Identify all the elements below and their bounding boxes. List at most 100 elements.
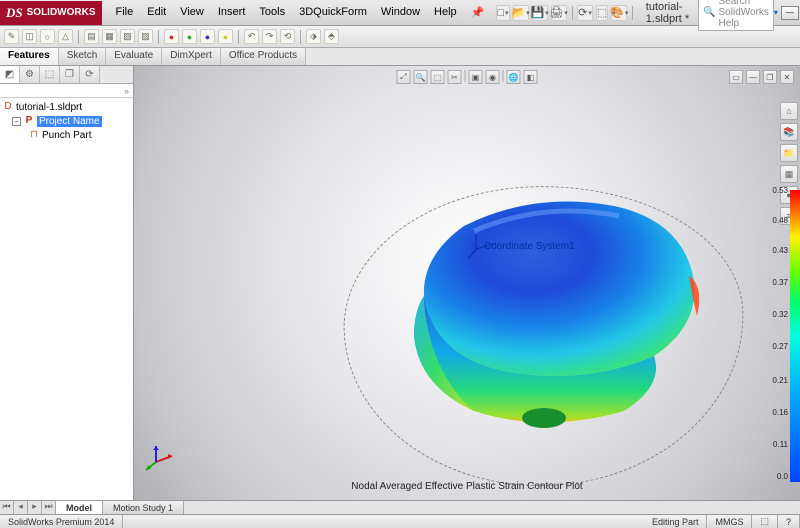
vp-minimize-button[interactable]: —: [746, 70, 760, 84]
sidebar-tab-tree[interactable]: ◩: [0, 66, 20, 83]
tool-icon[interactable]: ⬗: [306, 29, 321, 44]
search-help-input[interactable]: 🔍 Search SolidWorks Help: [698, 0, 774, 31]
menu-3dquickform[interactable]: 3DQuickForm: [293, 4, 373, 21]
bottom-tab-model[interactable]: Model: [56, 501, 103, 514]
tool-icon[interactable]: ▧: [120, 29, 135, 44]
separator: [632, 6, 633, 20]
tool-icon[interactable]: ↶: [244, 29, 259, 44]
viewport[interactable]: ⤢ 🔍 ⬚ ✂ ▣ ◉ 🌐 ◧ ▭ — ❐ ✕ ⌂ 📚 📁 ▦ ● ≡: [134, 66, 800, 500]
legend-tick: 0.0: [768, 472, 788, 481]
tool-icon[interactable]: ●: [218, 29, 233, 44]
legend-gradient-bar: [790, 190, 800, 482]
view-triad[interactable]: [144, 442, 174, 472]
tool-icon[interactable]: ●: [200, 29, 215, 44]
tab-scroll-next[interactable]: ▸: [28, 501, 42, 514]
menu-pin-icon[interactable]: 📌: [465, 4, 491, 21]
app-logo: DS SOLIDWORKS: [0, 1, 102, 25]
window-controls: — ❐ ✕: [778, 6, 800, 20]
tool-icon[interactable]: ▨: [138, 29, 153, 44]
tab-office-products[interactable]: Office Products: [221, 48, 306, 65]
tool-icon[interactable]: ○: [40, 29, 55, 44]
menu-view[interactable]: View: [174, 4, 210, 21]
tab-scroll-prev[interactable]: ◂: [14, 501, 28, 514]
sidebar-tab-prop[interactable]: ⬚: [40, 66, 60, 83]
rail-file-explorer-button[interactable]: 📁: [780, 144, 798, 162]
collapse-icon[interactable]: −: [12, 117, 21, 126]
tab-evaluate[interactable]: Evaluate: [106, 48, 162, 65]
coord-system-label[interactable]: Coordinate System1: [484, 241, 575, 252]
scene-button[interactable]: 🌐: [507, 70, 521, 84]
appearance-button[interactable]: 🎨: [611, 5, 627, 21]
zoom-area-button[interactable]: 🔍: [414, 70, 428, 84]
legend-tick: 0.16: [768, 408, 788, 417]
feature-tree: D tutorial-1.sldprt − P Project Name ⊓ P…: [0, 98, 133, 500]
vp-maximize-button[interactable]: ❐: [763, 70, 777, 84]
status-icon[interactable]: ⬚: [752, 515, 778, 528]
menu-window[interactable]: Window: [375, 4, 426, 21]
hide-show-button[interactable]: ◉: [486, 70, 500, 84]
vp-dock-button[interactable]: ▭: [729, 70, 743, 84]
view-orient-button[interactable]: ◧: [524, 70, 538, 84]
menu-edit[interactable]: Edit: [141, 4, 172, 21]
tree-project-label: Project Name: [37, 116, 102, 127]
open-doc-button[interactable]: 📂: [513, 5, 529, 21]
tab-scroll-last[interactable]: ⏭: [42, 501, 56, 514]
legend-tick: 0.48: [768, 216, 788, 225]
tool-icon[interactable]: △: [58, 29, 73, 44]
model-shape[interactable]: [394, 186, 714, 436]
color-legend: 0.53 0.48 0.43 0.37 0.32 0.27 0.21 0.16 …: [766, 186, 800, 486]
expand-icon[interactable]: »: [124, 86, 129, 96]
rebuild-button[interactable]: ⟳: [577, 5, 593, 21]
tree-root-row[interactable]: D tutorial-1.sldprt: [2, 100, 131, 114]
app-name: SOLIDWORKS: [27, 7, 96, 18]
tool-icon[interactable]: ✎: [4, 29, 19, 44]
rail-view-palette-button[interactable]: ▦: [780, 165, 798, 183]
tree-project-row[interactable]: − P Project Name: [2, 114, 131, 128]
tool-icon[interactable]: ↷: [262, 29, 277, 44]
print-button[interactable]: 🖨: [551, 5, 567, 21]
tool-icon[interactable]: ⬘: [324, 29, 339, 44]
separator: [300, 30, 301, 44]
title-toolbar: □ 📂 💾 🖨 ⟳ ⬚ 🎨 tutorial-1.sldprt *: [490, 1, 698, 25]
vp-close-button[interactable]: ✕: [780, 70, 794, 84]
minimize-button[interactable]: —: [781, 6, 799, 20]
status-mode: Editing Part: [644, 515, 708, 528]
tab-sketch[interactable]: Sketch: [59, 48, 107, 65]
tool-icon[interactable]: ⟲: [280, 29, 295, 44]
secondary-toolbar: ✎ ◫ ○ △ ▤ ▦ ▧ ▨ ● ● ● ● ↶ ↷ ⟲ ⬗ ⬘: [0, 26, 800, 48]
tool-icon[interactable]: ▤: [84, 29, 99, 44]
new-doc-button[interactable]: □: [496, 5, 509, 21]
tool-icon[interactable]: ▦: [102, 29, 117, 44]
options-button[interactable]: ⬚: [596, 5, 608, 21]
legend-tick: 0.21: [768, 376, 788, 385]
menu-help[interactable]: Help: [428, 4, 463, 21]
menu-insert[interactable]: Insert: [212, 4, 252, 21]
tool-icon[interactable]: ◫: [22, 29, 37, 44]
tab-scroll-first[interactable]: ⏮: [0, 501, 14, 514]
tool-icon[interactable]: ●: [164, 29, 179, 44]
sidebar-tab-config[interactable]: ⚙: [20, 66, 40, 83]
section-view-button[interactable]: ✂: [448, 70, 462, 84]
tab-features[interactable]: Features: [0, 48, 59, 65]
status-units: MMGS: [707, 515, 752, 528]
tree-child-row[interactable]: ⊓ Punch Part: [2, 128, 131, 142]
sidebar-tab-display[interactable]: ❐: [60, 66, 80, 83]
bottom-tab-arrows: ⏮ ◂ ▸ ⏭: [0, 501, 56, 514]
display-style-button[interactable]: ▣: [469, 70, 483, 84]
rail-design-lib-button[interactable]: 📚: [780, 123, 798, 141]
menu-tools[interactable]: Tools: [253, 4, 291, 21]
bottom-tab-motion-study[interactable]: Motion Study 1: [103, 501, 184, 514]
tab-dimxpert[interactable]: DimXpert: [162, 48, 221, 65]
save-button[interactable]: 💾: [532, 5, 548, 21]
plot-caption: Nodal Averaged Effective Plastic Strain …: [351, 481, 582, 492]
zoom-fit-button[interactable]: ⤢: [397, 70, 411, 84]
menu-file[interactable]: File: [110, 4, 140, 21]
prev-view-button[interactable]: ⬚: [431, 70, 445, 84]
status-help-icon[interactable]: ?: [778, 515, 800, 528]
tool-icon[interactable]: ●: [182, 29, 197, 44]
rail-resources-button[interactable]: ⌂: [780, 102, 798, 120]
sidebar-pin-row: »: [0, 84, 133, 98]
sidebar-tab-reload[interactable]: ⟳: [80, 66, 100, 83]
legend-tick: 0.27: [768, 342, 788, 351]
punch-part-icon: ⊓: [28, 129, 40, 141]
